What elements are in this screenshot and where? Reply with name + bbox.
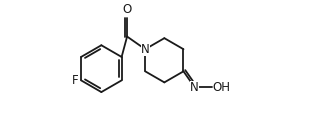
Text: F: F [72,74,79,87]
Text: N: N [141,43,150,56]
Text: N: N [190,81,199,94]
Text: O: O [122,3,132,16]
Text: OH: OH [212,81,230,94]
